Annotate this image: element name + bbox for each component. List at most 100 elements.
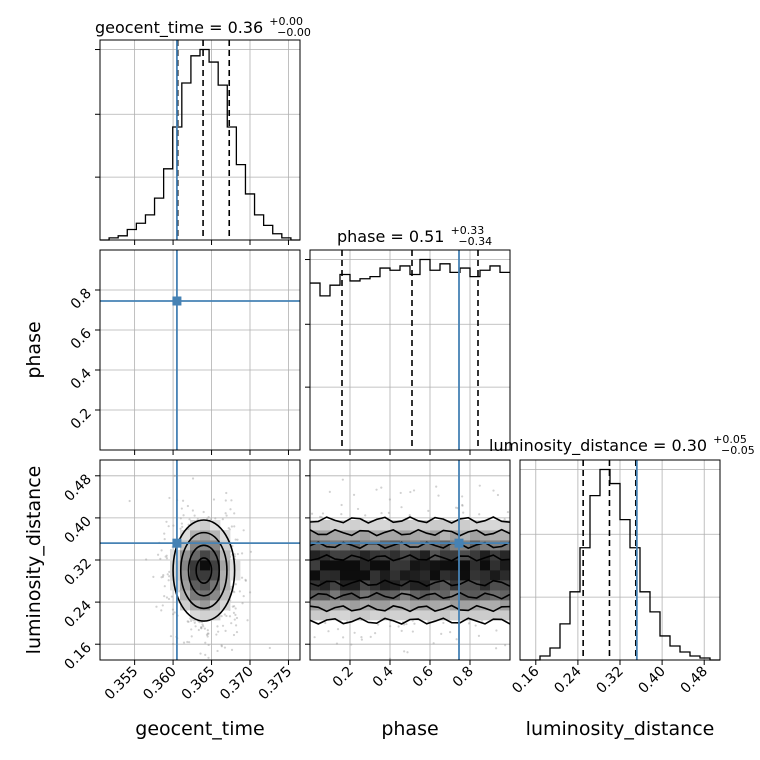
density-cell [190,580,201,591]
sample-point [200,625,203,629]
density-cell [170,390,180,400]
sample-point [196,362,198,364]
sample-point [152,575,155,578]
sample-point [214,419,216,421]
sample-point [340,503,343,507]
density-cell [310,530,321,541]
density-cell [230,410,240,420]
sample-point [197,351,199,353]
sample-point [230,333,232,335]
sample-point [197,347,199,349]
density-cell [330,520,341,531]
sample-point [203,317,205,319]
sample-point [147,381,149,383]
sample-point [188,641,191,644]
density-cell [490,520,501,531]
sample-point [224,350,226,352]
sample-point [206,379,208,381]
sample-point [159,348,161,350]
sample-point [197,383,199,385]
sample-point [225,491,228,495]
density-cell [230,280,240,290]
sample-point [200,293,202,295]
sample-point [219,389,221,391]
sample-point [218,403,220,405]
xtick-label-luminosity-distance-0: 0.16 [509,663,542,696]
density-cell [180,590,191,601]
sample-point [255,324,257,326]
sample-point [170,345,172,347]
density-cell [230,320,240,330]
sample-point [181,365,183,367]
sample-point [250,386,252,388]
sample-point [203,258,205,260]
sample-point [182,321,184,323]
density-cell [500,530,510,541]
title-phase: phase = 0.51 +0.33 −0.34 [337,219,492,248]
density-cell [390,530,401,541]
sample-point [216,320,218,322]
sample-point [229,508,232,511]
sample-point [168,496,171,500]
contour-level-1 [216,250,222,450]
density-cell [180,340,190,350]
density-cell [220,590,231,601]
sample-point [185,342,187,344]
sample-point [187,325,189,327]
sample-point [233,512,236,515]
sample-point [186,307,188,309]
sample-point [183,323,185,325]
density-cell [360,560,371,571]
density-cell [420,540,431,551]
sample-point [196,388,198,390]
density-cell [210,600,221,611]
sample-point [190,381,192,383]
density-cell [180,250,190,260]
sample-point [193,270,195,272]
density-cell [470,570,481,581]
sample-point [199,348,201,350]
density-cell [190,260,200,270]
sample-point [197,416,199,418]
sample-point [215,321,217,323]
sample-point [206,632,209,635]
sample-point [209,418,211,420]
xtick-label-luminosity-distance-4: 0.48 [678,664,711,697]
sample-point [225,431,227,433]
sample-point [181,373,183,375]
sample-point [204,348,206,350]
sample-point [223,333,225,335]
sample-point [218,293,220,295]
sample-point [432,642,435,645]
density-cell [190,430,200,440]
density-cell [470,520,481,531]
density-cell [180,400,190,410]
sample-point [225,361,227,363]
sample-point [220,324,222,326]
sample-point [206,311,208,313]
sample-point [220,645,223,648]
sample-point [199,259,201,261]
sample-point [186,415,188,417]
sample-point [388,498,391,501]
density-cell [180,360,190,370]
density-cell [340,600,351,611]
density-cell [430,600,441,611]
sample-point [194,448,196,450]
sample-point [181,499,185,502]
sample-point [403,623,406,626]
sample-point [241,412,243,414]
sample-point [201,430,203,432]
density-cell [400,600,411,611]
xtick-label-phase-2: 0.6 [410,663,437,690]
sample-point [413,622,416,625]
sample-point [201,392,203,394]
sample-point [193,621,196,624]
sample-point [310,512,314,515]
density-cell [200,260,210,270]
sample-point [192,309,194,311]
sample-point [203,371,205,373]
sample-point [205,280,207,282]
sample-point [198,437,200,439]
